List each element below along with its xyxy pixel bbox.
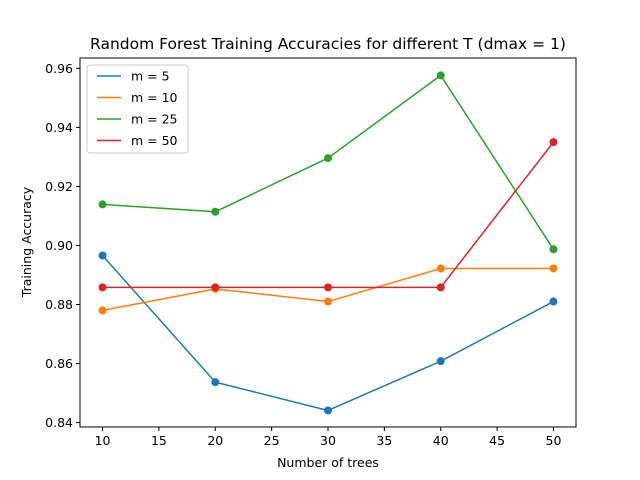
chart-title: Random Forest Training Accuracies for di… [90, 35, 566, 53]
data-point [98, 306, 107, 315]
y-axis-label: Training Accuracy [19, 186, 34, 298]
x-axis: 10 15 20 25 30 35 40 45 50 [95, 427, 562, 448]
y-axis: 0.84 0.86 0.88 0.90 0.92 0.94 0.96 [45, 61, 80, 430]
y-tick-label: 0.88 [45, 297, 73, 312]
x-tick-label: 50 [546, 433, 562, 448]
data-point [549, 264, 558, 273]
x-axis-label: Number of trees [277, 455, 379, 470]
series-line-4 [102, 141, 555, 289]
x-tick-label: 25 [264, 433, 280, 448]
data-point [436, 71, 445, 80]
data-point [549, 138, 558, 147]
data-point [436, 264, 445, 273]
legend-label: m = 50 [131, 133, 178, 148]
series-line-1 [101, 254, 554, 412]
x-tick-label: 30 [320, 433, 336, 448]
y-tick-label: 0.84 [45, 415, 73, 430]
x-tick-label: 10 [95, 433, 111, 448]
y-tick-label: 0.92 [45, 179, 73, 194]
data-point [436, 357, 445, 366]
data-point [98, 283, 107, 292]
x-tick-label: 20 [207, 433, 223, 448]
data-point [549, 297, 558, 306]
data-point [324, 283, 332, 292]
data-point [324, 406, 332, 415]
y-tick-label: 0.90 [45, 238, 73, 253]
legend-label: m = 5 [131, 69, 170, 84]
data-point [98, 200, 107, 209]
legend-label: m = 10 [131, 90, 178, 105]
legend: m = 5 m = 10 m = 25 m = 50 [86, 64, 189, 154]
legend-box [86, 64, 189, 154]
data-point [324, 297, 332, 306]
x-tick-label: 15 [151, 433, 167, 448]
y-tick-label: 0.96 [45, 61, 73, 76]
legend-label: m = 25 [131, 112, 178, 127]
plot-content [98, 71, 558, 415]
data-point [211, 378, 220, 387]
data-point [211, 207, 220, 216]
y-tick-label: 0.94 [45, 120, 73, 135]
x-tick-label: 45 [489, 433, 505, 448]
x-tick-label: 35 [376, 433, 392, 448]
x-tick-label: 40 [433, 433, 449, 448]
data-point [324, 154, 332, 163]
data-point [436, 283, 445, 292]
y-tick-label: 0.86 [45, 356, 73, 371]
data-point [211, 283, 220, 292]
data-point [98, 251, 107, 260]
data-point [549, 245, 558, 254]
